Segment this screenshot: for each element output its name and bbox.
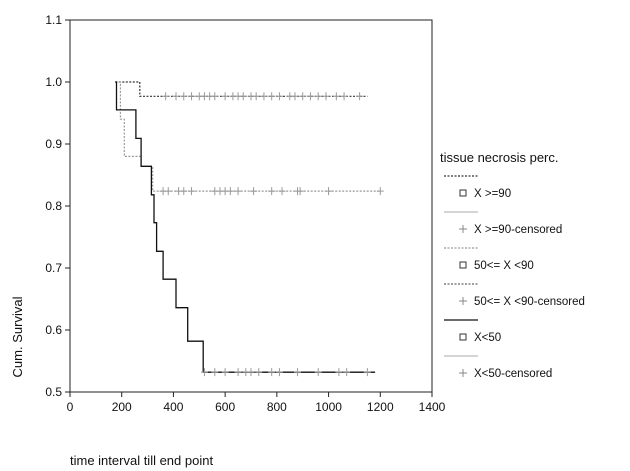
- censored-mark: [188, 187, 196, 196]
- legend-marker-plus: [459, 297, 467, 305]
- censored-mark: [164, 187, 172, 196]
- censored-mark: [188, 92, 196, 101]
- censored-mark: [255, 368, 263, 377]
- censored-mark: [340, 92, 348, 101]
- censored-mark: [268, 187, 276, 196]
- y-tick-label: 0.5: [45, 385, 62, 399]
- censored-mark: [275, 92, 283, 101]
- censored-mark: [239, 92, 247, 101]
- censored-mark: [252, 92, 260, 101]
- censored-mark: [180, 92, 188, 101]
- censored-mark: [268, 92, 276, 101]
- legend-marker-plus: [459, 225, 467, 233]
- legend: X >=90 X >=90-censored 50<= X <90 50<= X <9…: [444, 175, 585, 380]
- censored-mark: [250, 187, 258, 196]
- censored-mark: [332, 92, 340, 101]
- censored-mark: [234, 368, 242, 377]
- series-layer: [115, 81, 384, 377]
- x-tick-label: 0: [67, 400, 74, 414]
- x-tick-label: 1200: [367, 400, 394, 414]
- censored-mark: [343, 368, 351, 377]
- y-axis-title: Cum. Survival: [10, 296, 25, 377]
- censored-mark: [314, 92, 322, 101]
- censored-mark: [296, 187, 304, 196]
- y-tick-label: 1.1: [45, 13, 62, 27]
- y-tick-label: 1.0: [45, 75, 62, 89]
- censored-mark: [260, 92, 268, 101]
- censored-mark: [294, 368, 302, 377]
- x-tick-label: 400: [163, 400, 183, 414]
- plot-frame: [69, 19, 433, 393]
- censored-mark: [376, 187, 384, 196]
- censored-mark: [221, 92, 229, 101]
- legend-label: X<50-censored: [474, 368, 552, 380]
- series-line-50-x-90: [115, 81, 381, 192]
- censored-mark: [180, 187, 188, 196]
- censored-mark: [291, 92, 299, 101]
- legend-label: 50<= X <90-censored: [474, 296, 585, 308]
- x-tick-label: 800: [267, 400, 287, 414]
- plot-axes: 0.5 0.6 0.7 0.8 0.9 1.0 1.1 0 200 400 600 800 1000 12…: [45, 13, 445, 414]
- y-tick-label: 0.7: [45, 261, 62, 275]
- legend-label: X >=90: [474, 188, 511, 200]
- x-tick-label: 200: [112, 400, 132, 414]
- censored-mark: [335, 368, 343, 377]
- censored-mark: [363, 368, 371, 377]
- censored-mark: [234, 187, 242, 196]
- censored-mark: [221, 368, 229, 377]
- censored-mark: [268, 368, 276, 377]
- legend-marker-plus: [459, 369, 467, 377]
- legend-marker-square: [459, 333, 467, 341]
- censored-mark: [247, 368, 255, 377]
- legend-label: X<50: [474, 332, 501, 344]
- censored-mark: [356, 92, 364, 101]
- censored-mark: [226, 187, 234, 196]
- censored-mark: [211, 92, 219, 101]
- x-tick-label: 1400: [419, 400, 446, 414]
- legend-marker-square: [459, 261, 467, 269]
- censored-mark: [211, 368, 219, 377]
- y-tick-label: 0.6: [45, 323, 62, 337]
- censored-mark: [299, 92, 307, 101]
- censored-mark: [314, 368, 322, 377]
- series-line-x-50: [115, 81, 376, 373]
- x-tick-label: 1000: [315, 400, 342, 414]
- censored-mark: [172, 92, 180, 101]
- censored-mark: [325, 187, 333, 196]
- legend-label: 50<= X <90: [474, 260, 534, 272]
- y-tick-label: 0.8: [45, 199, 62, 213]
- censored-mark: [278, 187, 286, 196]
- legend-title: tissue necrosis perc.: [440, 150, 559, 165]
- x-tick-label: 600: [215, 400, 235, 414]
- censored-mark: [322, 92, 330, 101]
- censored-mark: [162, 92, 170, 101]
- legend-label: X >=90-censored: [474, 224, 562, 236]
- series-line-x-90: [115, 81, 368, 97]
- y-tick-label: 0.9: [45, 137, 62, 151]
- censored-mark: [200, 368, 208, 377]
- legend-marker-square: [459, 189, 467, 197]
- x-axis-title: time interval till end point: [70, 453, 213, 468]
- censored-mark: [275, 368, 283, 377]
- censored-mark: [306, 92, 314, 101]
